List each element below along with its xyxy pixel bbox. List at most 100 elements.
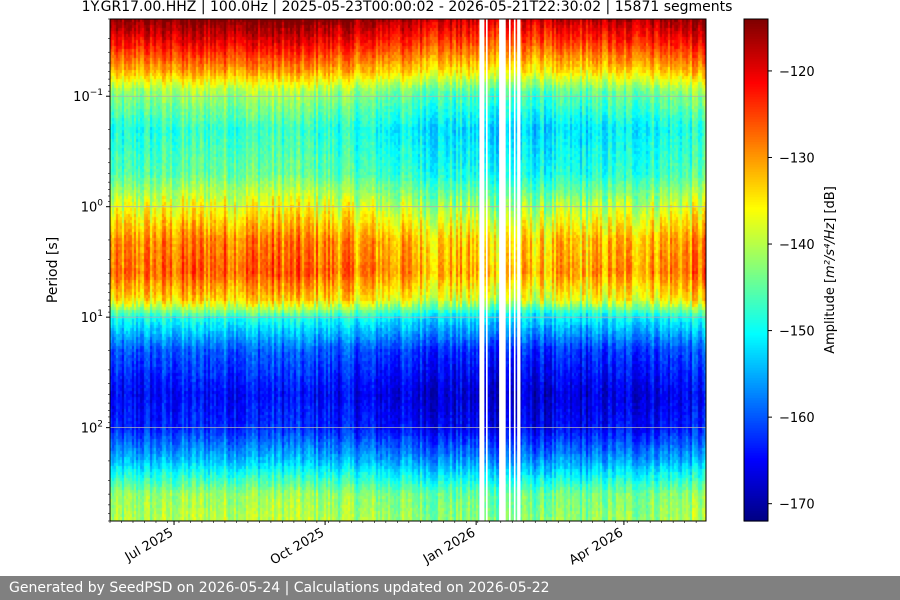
colorbar-step (744, 435, 768, 439)
colorbar-step (744, 392, 768, 397)
colorbar-step (744, 179, 768, 183)
colorbar-step (744, 152, 768, 156)
colorbar-step (744, 448, 768, 452)
colorbar-step (744, 485, 768, 489)
x-tick-label: Oct 2025 (268, 525, 327, 568)
y-axis: 10−1 100 101 102 (73, 18, 110, 522)
colorbar-label: Amplitude [m²/s⁴/Hz] [dB] (823, 186, 838, 354)
colorbar-step (744, 425, 768, 429)
colorbar-step (744, 96, 768, 100)
colorbar-step (744, 69, 768, 73)
colorbar-step (744, 508, 768, 512)
data-gap (517, 19, 521, 521)
colorbar-step (744, 259, 768, 264)
colorbar-step (744, 350, 768, 354)
colorbar-step (744, 134, 768, 138)
data-gap (513, 19, 516, 521)
colorbar-step (744, 375, 768, 379)
colorbar-step (744, 214, 768, 218)
y-axis-label: Period [s] (45, 237, 61, 303)
colorbar-step (744, 297, 768, 301)
colorbar-step (744, 192, 768, 196)
colorbar-step (744, 493, 768, 497)
colorbar-step (744, 510, 768, 515)
colorbar-step (744, 84, 768, 88)
colorbar-step (744, 443, 768, 447)
colorbar-step (744, 144, 768, 148)
colorbar-step (744, 239, 768, 243)
colorbar-step (744, 377, 768, 382)
colorbar-step (744, 420, 768, 424)
colorbar-step (744, 91, 768, 95)
colorbar-step (744, 149, 768, 153)
chart-title: 1Y.GR17.00.HHZ | 100.0Hz | 2025-05-23T00… (82, 0, 733, 15)
colorbar-step (744, 182, 768, 186)
colorbar-step (744, 177, 768, 181)
colorbar-step (744, 207, 768, 211)
colorbar-step (744, 405, 768, 409)
colorbar-step (744, 398, 768, 402)
colorbar-step (744, 86, 768, 90)
colorbar-step (744, 172, 768, 176)
colorbar-step (744, 295, 768, 299)
colorbar-tick-label: −140 (779, 238, 815, 253)
colorbar-step (744, 310, 768, 314)
colorbar-step (744, 418, 768, 422)
colorbar-step (744, 204, 768, 208)
colorbar-step (744, 44, 768, 48)
colorbar-step (744, 24, 768, 28)
colorbar-step (744, 136, 768, 141)
colorbar-step (744, 483, 768, 487)
colorbar-step (744, 438, 768, 442)
colorbar-step (744, 71, 768, 75)
colorbar-step (744, 518, 768, 522)
colorbar-step (744, 159, 768, 163)
colorbar-step (744, 433, 768, 437)
x-tick-label: Apr 2026 (567, 525, 626, 568)
colorbar-step (744, 475, 768, 479)
colorbar-step (744, 400, 768, 404)
colorbar-step (744, 415, 768, 419)
colorbar-step (744, 315, 768, 319)
colorbar-step (744, 21, 768, 25)
colorbar-step (744, 267, 768, 271)
colorbar-step (744, 300, 768, 304)
colorbar-step (744, 51, 768, 55)
colorbar-step (744, 272, 768, 276)
colorbar-step (744, 337, 768, 341)
x-axis: Jul 2025 Oct 2025 Jan 2026 Apr 2026 (109, 521, 697, 568)
colorbar-step (744, 106, 768, 110)
data-gaps (479, 19, 521, 521)
colorbar-step (744, 387, 768, 392)
colorbar-step (744, 64, 768, 68)
colorbar-step (744, 46, 768, 50)
grid-lines (110, 95, 706, 429)
colorbar-step (744, 505, 768, 510)
colorbar-step (744, 365, 768, 369)
colorbar-step (744, 252, 768, 256)
colorbar-step (744, 458, 768, 462)
colorbar-step (744, 79, 768, 83)
colorbar-step (744, 325, 768, 329)
colorbar-step (744, 382, 768, 387)
colorbar-step (744, 430, 768, 434)
colorbar-step (744, 277, 768, 281)
colorbar-step (744, 154, 768, 158)
colorbar-step (744, 157, 768, 161)
data-gap (479, 19, 485, 521)
colorbar-step (744, 197, 768, 201)
colorbar-step (744, 111, 768, 115)
colorbar-step (744, 66, 768, 70)
y-tick-label: 100 (81, 199, 104, 216)
y-tick-label: 102 (81, 420, 103, 437)
colorbar-step (744, 229, 768, 233)
colorbar-step (744, 36, 768, 40)
colorbar-step (744, 355, 768, 359)
colorbar-step (744, 56, 768, 60)
colorbar-step (744, 490, 768, 494)
colorbar-tick-label: −150 (779, 325, 815, 340)
colorbar-step (744, 362, 768, 366)
colorbar-step (744, 116, 768, 120)
footer-text: Generated by SeedPSD on 2026-05-24 | Cal… (9, 580, 550, 596)
colorbar-step (744, 403, 768, 407)
